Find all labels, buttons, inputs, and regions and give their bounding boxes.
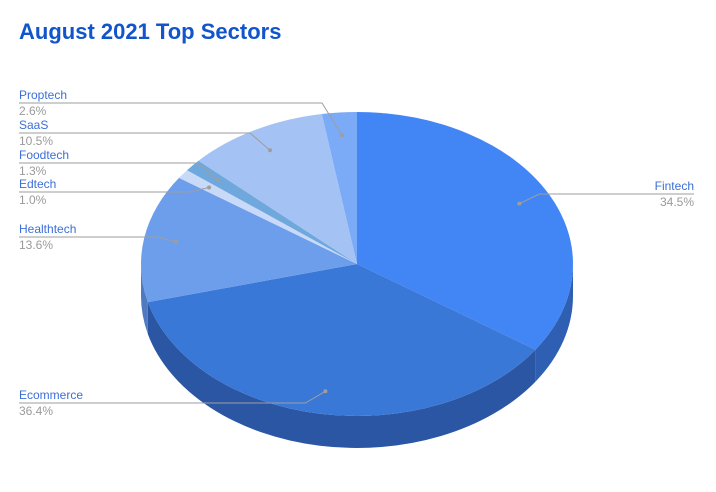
leader-line-ecommerce <box>19 390 326 404</box>
label-name-ecommerce: Ecommerce <box>19 388 83 402</box>
label-name-foodtech: Foodtech <box>19 148 69 162</box>
leader-dot-ecommerce <box>323 389 328 394</box>
slice-side-healthtech <box>141 264 148 335</box>
pie-top-faces <box>140 112 573 417</box>
leader-dot-foodtech <box>215 178 220 183</box>
label-value-healthtech: 13.6% <box>19 238 53 252</box>
label-name-proptech: Proptech <box>19 88 67 102</box>
leader-line-foodtech <box>19 162 218 181</box>
label-name-saas: SaaS <box>19 118 48 132</box>
label-value-fintech: 34.5% <box>660 195 694 209</box>
leader-lines <box>19 102 694 404</box>
label-value-foodtech: 1.3% <box>19 164 47 178</box>
slice-fintech[interactable] <box>357 112 573 350</box>
label-value-saas: 10.5% <box>19 134 53 148</box>
label-name-edtech: Edtech <box>19 177 56 191</box>
slice-labels: Fintech 34.5% Ecommerce 36.4% Healthtech 13.6… <box>19 88 694 418</box>
leader-line-proptech <box>19 102 343 136</box>
slice-healthtech[interactable] <box>140 177 357 303</box>
leader-line-edtech <box>19 187 210 193</box>
chart-title: August 2021 Top Sectors <box>19 19 282 44</box>
slice-side-fintech <box>535 264 573 382</box>
label-value-edtech: 1.0% <box>19 193 47 207</box>
leader-dot-healthtech <box>174 239 179 244</box>
slice-foodtech[interactable] <box>187 160 357 264</box>
leader-dot-proptech <box>340 133 345 138</box>
label-name-fintech: Fintech <box>655 179 694 193</box>
leader-line-saas <box>19 132 271 151</box>
slice-ecommerce[interactable] <box>147 264 536 417</box>
pie-side-faces <box>141 264 573 449</box>
leader-dot-saas <box>267 148 272 153</box>
leader-line-fintech <box>519 193 694 205</box>
slice-saas[interactable] <box>198 114 357 265</box>
leader-dot-edtech <box>207 185 212 190</box>
slice-edtech[interactable] <box>178 170 357 264</box>
slice-proptech[interactable] <box>321 112 357 264</box>
label-value-ecommerce: 36.4% <box>19 404 53 418</box>
slice-side-ecommerce <box>147 302 536 449</box>
leader-line-healthtech <box>19 236 177 243</box>
leader-dot-fintech <box>517 201 522 206</box>
label-name-healthtech: Healthtech <box>19 222 76 236</box>
label-value-proptech: 2.6% <box>19 104 47 118</box>
